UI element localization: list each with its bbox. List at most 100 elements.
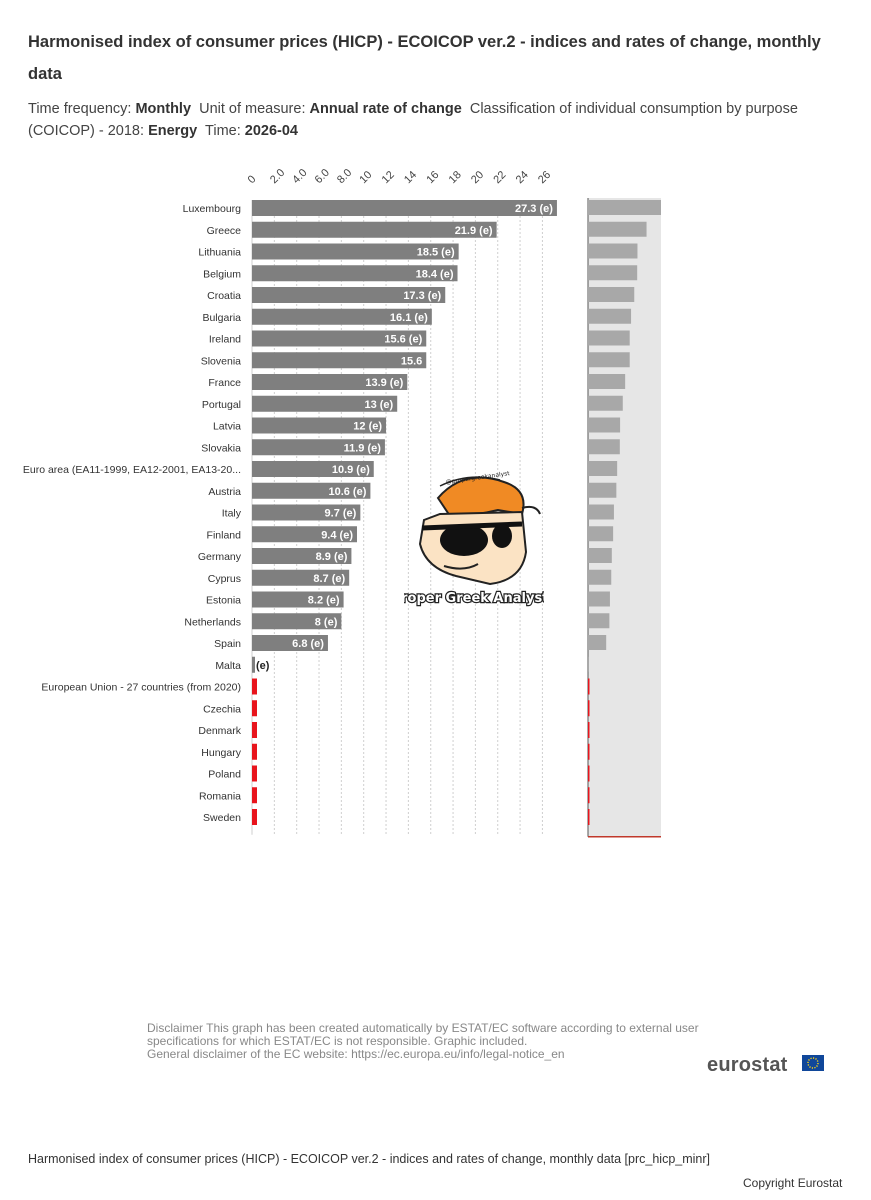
- bar[interactable]: [252, 439, 385, 456]
- x-tick-label: 12: [380, 169, 397, 186]
- navigator-bar: [588, 374, 626, 389]
- bar[interactable]: [252, 461, 374, 477]
- bar-missing[interactable]: [252, 678, 257, 695]
- sticker-sunglasses: [440, 524, 488, 556]
- unit-value: Annual rate of change: [309, 101, 462, 117]
- x-tick-label: 14: [402, 169, 419, 186]
- disclaimer: Disclaimer This graph has been created a…: [147, 1022, 747, 1061]
- category-label: Austria: [208, 486, 241, 498]
- navigator-bar-missing: [588, 700, 590, 717]
- data-label: 13 (e): [364, 399, 393, 411]
- bar[interactable]: [252, 417, 387, 434]
- navigator-bar: [588, 656, 589, 672]
- category-label: Hungary: [201, 747, 241, 759]
- data-label: 8.9 (e): [316, 551, 348, 563]
- bar[interactable]: [252, 395, 398, 412]
- category-label: Denmark: [198, 725, 241, 737]
- x-tick-label: 4.0: [290, 167, 309, 186]
- bar-missing[interactable]: [252, 743, 257, 760]
- bar[interactable]: [252, 374, 408, 390]
- data-label: 17.3 (e): [403, 290, 441, 302]
- bar[interactable]: [252, 548, 352, 564]
- navigator-bar-missing: [588, 787, 590, 804]
- x-tick-label: 16: [424, 169, 441, 186]
- bar[interactable]: [252, 243, 459, 260]
- navigator-bar: [588, 221, 647, 237]
- category-label: Czechia: [203, 703, 241, 715]
- bar-missing[interactable]: [252, 809, 257, 825]
- x-tick-label: 10: [357, 169, 374, 186]
- category-label: France: [208, 377, 241, 389]
- bar[interactable]: [252, 265, 458, 282]
- navigator-bar-missing: [588, 678, 590, 695]
- bar-chart: 0 2.0 4.0 6.0 8.0 10 12 14 16 18 20 22 24 26 Luxembou…: [23, 167, 661, 838]
- category-label: European Union - 27 countries (from 2020…: [41, 682, 241, 694]
- analyst-sticker: @propergreekanalyst Proper Greek Analyst: [404, 470, 544, 607]
- navigator-bar: [588, 482, 617, 498]
- data-label: 21.9 (e): [455, 225, 493, 237]
- sticker-caption: Proper Greek Analyst: [404, 591, 544, 606]
- x-tick-label: 26: [536, 169, 553, 186]
- category-label: Ireland: [209, 334, 241, 346]
- navigator-bar: [588, 265, 638, 281]
- category-label: Malta: [215, 660, 241, 672]
- bar-missing[interactable]: [252, 765, 257, 782]
- navigator-bar: [588, 287, 635, 302]
- data-label: 8.2 (e): [308, 595, 340, 607]
- bar[interactable]: [252, 613, 342, 630]
- category-label: Cyprus: [208, 573, 241, 585]
- bar[interactable]: [252, 591, 344, 608]
- x-tick-label: 18: [447, 169, 464, 186]
- frequency-value: Monthly: [135, 101, 192, 117]
- data-label: 6.8 (e): [292, 638, 324, 650]
- bar[interactable]: [252, 200, 557, 216]
- bar[interactable]: [252, 504, 361, 521]
- category-label: Romania: [199, 790, 241, 802]
- data-label: 10.6 (e): [328, 486, 366, 498]
- category-label: Belgium: [203, 268, 241, 280]
- category-label: Estonia: [206, 595, 241, 607]
- x-tick-label: 20: [469, 169, 486, 186]
- category-labels: Luxembourg Greece Lithuania Belgium Croatia B…: [23, 203, 242, 824]
- bar[interactable]: [252, 569, 350, 586]
- bar[interactable]: [252, 221, 497, 238]
- classification-value: Energy: [148, 123, 198, 139]
- bar[interactable]: [252, 308, 432, 325]
- navigator-bar: [588, 613, 610, 629]
- bar-missing[interactable]: [252, 787, 257, 804]
- category-label: Slovakia: [201, 442, 241, 454]
- bar[interactable]: [252, 287, 446, 303]
- data-label: 16.1 (e): [390, 312, 428, 324]
- navigator-bar-missing: [588, 765, 590, 782]
- x-tick-label: 8.0: [335, 167, 354, 186]
- bar[interactable]: [252, 656, 255, 673]
- eurostat-logo: eurostat: [707, 1054, 788, 1076]
- data-label: 10.9 (e): [332, 464, 370, 476]
- time-value: 2026-04: [244, 123, 298, 139]
- data-label: 8.7 (e): [313, 573, 345, 585]
- navigator-bar: [588, 243, 638, 259]
- range-navigator[interactable]: [587, 198, 661, 838]
- category-label: Lithuania: [198, 247, 241, 259]
- chart-title: Harmonised index of consumer prices (HIC…: [28, 33, 821, 83]
- bar-missing[interactable]: [252, 700, 257, 717]
- data-label: 15.6: [401, 355, 422, 367]
- navigator-bar: [588, 526, 614, 542]
- bar[interactable]: [252, 635, 328, 651]
- bar[interactable]: [252, 352, 427, 369]
- bar[interactable]: [252, 330, 427, 347]
- data-label: 9.4 (e): [321, 529, 353, 541]
- x-tick-label: 24: [514, 169, 531, 186]
- footer-source: Harmonised index of consumer prices (HIC…: [28, 1152, 711, 1166]
- navigator-bar: [588, 569, 612, 585]
- navigator-bar: [588, 635, 607, 650]
- data-label: 13.9 (e): [365, 377, 403, 389]
- category-label: Portugal: [202, 399, 241, 411]
- classification-label: Classification of individual consumption…: [28, 101, 798, 139]
- bar-missing[interactable]: [252, 722, 257, 738]
- navigator-bar: [588, 330, 630, 346]
- category-label: Greece: [207, 225, 242, 237]
- bar[interactable]: [252, 526, 357, 543]
- data-label: 8 (e): [315, 616, 338, 628]
- bar[interactable]: [252, 482, 371, 499]
